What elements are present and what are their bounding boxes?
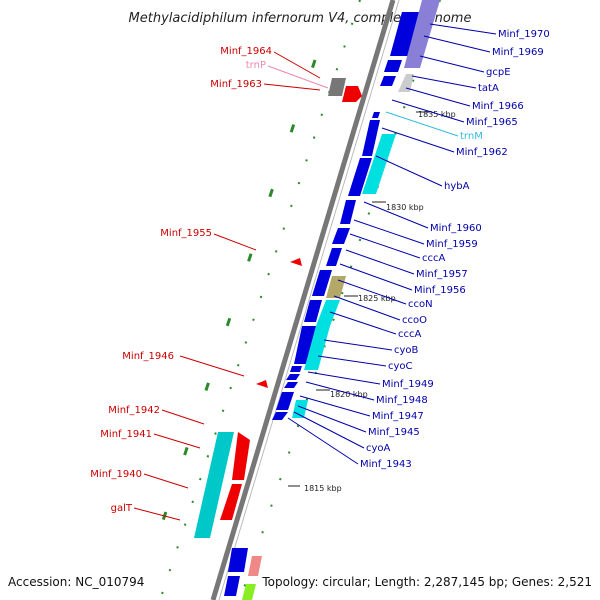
forward-strand-genes: [224, 12, 420, 596]
gene-label-right: Minf_1959: [426, 239, 478, 250]
gene-label-right: ccoN: [408, 299, 433, 310]
accession-text: Accession: NC_010794: [8, 575, 144, 589]
gene-label-left: Minf_1964: [220, 46, 272, 57]
gene-label-right: Minf_1947: [372, 411, 424, 422]
misc-feature: [328, 78, 346, 96]
tick-label: 1825 kbp: [358, 294, 396, 303]
right-leaders: [287, 23, 497, 465]
gc-skew-track: [148, 0, 441, 600]
gene-label-left: trnP: [246, 60, 266, 71]
gene-label-right: Minf_1965: [466, 117, 518, 128]
gene-label-left: Minf_1941: [100, 429, 152, 440]
tick-label: 1820 kbp: [330, 390, 368, 399]
gene-label-right: Minf_1943: [360, 459, 412, 470]
gene-label-right: cyoB: [394, 345, 419, 356]
gene-label-left: Minf_1942: [108, 405, 160, 416]
tick-label: 1830 kbp: [386, 203, 424, 212]
tick-label: 1835 kbp: [418, 110, 456, 119]
gene-label-right: Minf_1960: [430, 223, 482, 234]
gene-label-right: Minf_1969: [492, 47, 544, 58]
gene-label-left: Minf_1940: [90, 469, 142, 480]
gene-label-right: Minf_1949: [382, 379, 434, 390]
gene-label-right: tatA: [478, 83, 499, 94]
gene-label-left: Minf_1963: [210, 79, 262, 90]
tick-label: 1815 kbp: [304, 484, 342, 493]
topology-text: Topology: circular; Length: 2,287,145 bp…: [261, 575, 592, 589]
backbone: [210, 0, 400, 600]
reverse-strand-genes: [220, 86, 362, 520]
gene-label-right: cccA: [398, 329, 421, 340]
gene-label-left: galT: [111, 503, 133, 514]
gene-label-right: cyoA: [366, 443, 391, 454]
kbp-ticks: 1835 kbp 1830 kbp 1825 kbp 1820 kbp 1815…: [288, 110, 456, 493]
left-leaders: [133, 51, 329, 521]
gene-label-right: Minf_1956: [414, 285, 466, 296]
gene-label-right: Minf_1966: [472, 101, 524, 112]
gene-label-right: Minf_1957: [416, 269, 468, 280]
gene-label-right: Minf_1970: [498, 29, 550, 40]
gene-label-left: Minf_1946: [122, 351, 174, 362]
gene-label-right: Minf_1945: [368, 427, 420, 438]
gene-label-right: trnM: [460, 131, 483, 142]
rna-features: [194, 0, 440, 600]
gene-label-right: cccA: [422, 253, 445, 264]
gene-label-left: Minf_1955: [160, 228, 212, 239]
gene-label-right: Minf_1962: [456, 147, 508, 158]
gene-label-right: hybA: [444, 181, 470, 192]
gene-label-right: ccoO: [402, 315, 427, 326]
gene-label-right: cyoC: [388, 361, 413, 372]
gene-label-right: gcpE: [486, 67, 511, 78]
gene-label-right: Minf_1948: [376, 395, 428, 406]
